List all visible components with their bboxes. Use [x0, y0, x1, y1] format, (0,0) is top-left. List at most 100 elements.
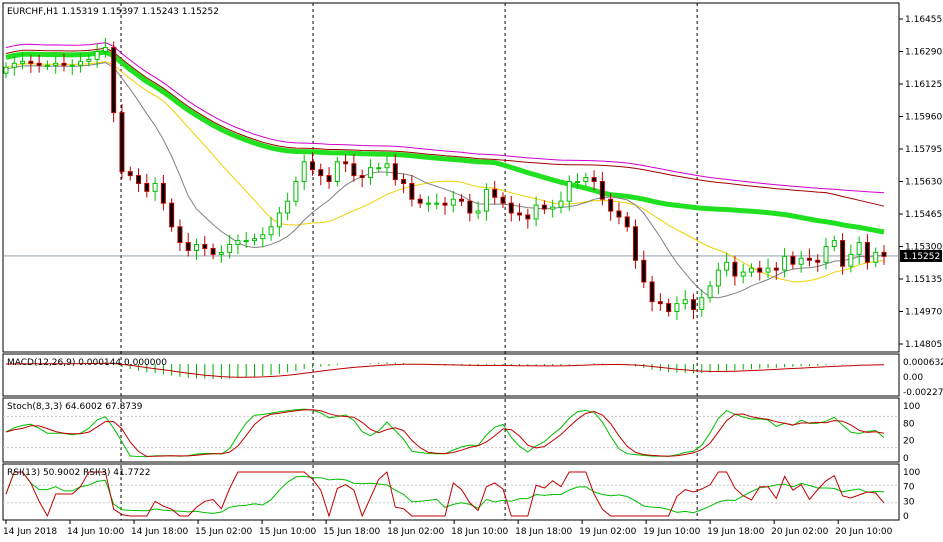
candle-body: [367, 167, 373, 179]
candle-body: [525, 214, 531, 220]
candle-body: [36, 62, 42, 66]
rsi3-line: [5, 471, 885, 518]
candle-body: [434, 202, 440, 205]
indicators: 0.000632 0.00 -0.002275 100 80 20 0 100 70 30 0: [3, 358, 943, 522]
price-tick-label: 1.15465: [905, 210, 942, 220]
candle-body: [798, 257, 804, 265]
candle-body: [475, 210, 481, 214]
stoch-pane: [2, 397, 900, 463]
candle-body: [541, 204, 547, 210]
candle-body: [500, 196, 506, 204]
candle-body: [359, 175, 365, 179]
rsi-label: RSI(13) 50.9002 RSI(3) 41.7722: [7, 468, 150, 478]
candle-body: [674, 303, 680, 313]
ma-mid-line: [5, 60, 885, 283]
indicator-scale-label: 70: [903, 483, 915, 493]
candle-body: [575, 181, 581, 183]
candle-body: [301, 161, 307, 182]
candle-body: [558, 200, 564, 208]
candle-body: [806, 257, 812, 261]
candle-body: [102, 47, 108, 52]
candle-body: [69, 64, 75, 67]
candle-body: [343, 161, 349, 165]
candle-body: [384, 163, 390, 169]
macd-pane: [2, 353, 900, 397]
candle-body: [790, 255, 796, 265]
candle-body: [78, 60, 84, 66]
candle-body: [616, 210, 622, 218]
ma-200-line: [5, 49, 885, 235]
candle-body: [467, 200, 473, 214]
time-tick-label: 19 Jun 10:00: [643, 527, 700, 537]
candle-body: [864, 242, 870, 263]
day-separators: [120, 3, 698, 520]
stoch-d-line: [5, 409, 885, 457]
candle-body: [608, 198, 614, 212]
indicator-scale-label: 30: [903, 497, 915, 507]
price-tick-label: 1.15960: [905, 113, 942, 123]
candle-body: [94, 51, 100, 60]
candle-body: [682, 299, 688, 305]
candle-body: [508, 202, 514, 214]
candle-body: [823, 246, 829, 263]
candle-body: [566, 181, 572, 202]
stoch-label: Stoch(8,3,3) 64.6002 67.8739: [7, 402, 143, 412]
candle-body: [285, 200, 291, 214]
candle-body: [442, 202, 448, 206]
candle-body: [376, 167, 382, 170]
ma-long-line: [5, 42, 885, 194]
candle-body: [44, 64, 50, 67]
indicator-scale-label: -0.002275: [903, 388, 943, 398]
candle-body: [3, 66, 9, 74]
candle-body: [517, 212, 523, 216]
candle-body: [127, 171, 133, 177]
candle-body: [53, 62, 59, 66]
candle-body: [392, 163, 398, 181]
candle-body: [773, 267, 779, 271]
indicator-scale-label: 0: [903, 454, 909, 464]
indicator-scale-label: 0.000632: [903, 358, 943, 368]
candle-body: [235, 240, 241, 246]
candle-body: [840, 240, 846, 267]
ma-slow-line: [5, 47, 885, 207]
price-axis: 1.16455 1.16290 1.16125 1.15960 1.15795 1.156…: [3, 15, 942, 350]
candle-body: [152, 182, 158, 192]
candle-body: [782, 255, 788, 271]
candle-body: [86, 58, 92, 62]
candle-body: [881, 251, 887, 257]
candle-body: [690, 299, 696, 311]
time-tick-label: 14 Jun 2018: [3, 527, 57, 537]
candle-body: [409, 182, 415, 200]
candle-body: [119, 112, 125, 173]
candle-body: [748, 267, 754, 273]
candle-body: [666, 303, 672, 313]
price-tick-label: 1.16290: [905, 48, 942, 58]
candle-body: [715, 269, 721, 287]
candle-body: [831, 240, 837, 248]
current-price-box: [900, 249, 942, 262]
macd-signal-line: [6, 362, 885, 378]
candle-body: [160, 182, 166, 204]
candle-body: [351, 163, 357, 177]
indicator-scale-label: 100: [903, 402, 920, 412]
candle-body: [169, 202, 175, 228]
time-tick-label: 15 Jun 18:00: [323, 527, 380, 537]
candle-body: [757, 267, 763, 273]
candle-body: [649, 281, 655, 303]
time-tick-label: 18 Jun 02:00: [387, 527, 444, 537]
candle-body: [459, 198, 465, 202]
candles: [3, 37, 887, 320]
candle-body: [218, 251, 224, 255]
candle-body: [334, 161, 340, 182]
price-tick-label: 1.15135: [905, 275, 942, 285]
time-tick-label: 14 Jun 18:00: [131, 527, 188, 537]
candle-body: [309, 161, 315, 171]
candle-body: [20, 60, 26, 64]
time-tick-label: 14 Jun 10:00: [67, 527, 124, 537]
time-axis: 14 Jun 2018 14 Jun 10:00 14 Jun 18:00 15 Ju…: [3, 520, 893, 537]
current-price-label: 1.15252: [903, 252, 940, 262]
candle-body: [28, 60, 34, 64]
macd-label: MACD(12,26,9) 0.000144 0.000000: [7, 358, 167, 368]
price-tick-label: 1.14970: [905, 308, 942, 318]
